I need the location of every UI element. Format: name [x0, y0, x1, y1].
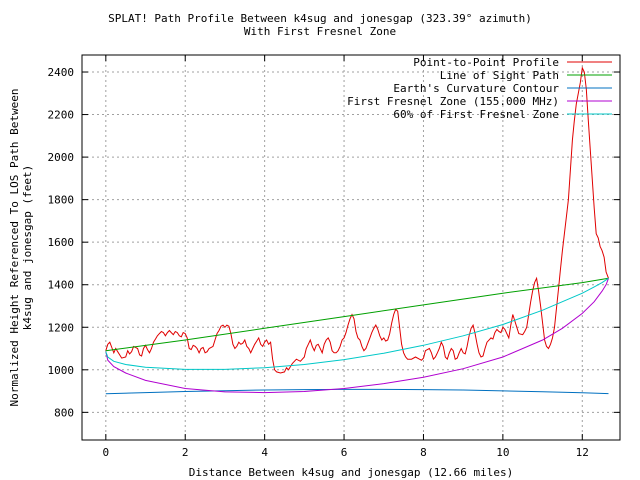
chart-title-line-2: With First Fresnel Zone: [243, 25, 397, 38]
plot-frame: [81, 54, 621, 441]
chart-title-line-1: SPLAT! Path Profile Between k4sug and jo…: [108, 12, 532, 25]
y-axis-title-line-2: k4sug and jonesgap (feet): [21, 165, 34, 331]
series-line-first-fresnel-zone-155-000-mhz: [105, 278, 609, 394]
axis-ticks: 0 2 4 6 8 10 12 800 1000 1200 1400 1600 1800 2000 2200…: [48, 55, 620, 459]
grid: [82, 55, 620, 440]
series-lines: [105, 66, 609, 395]
y-tick-label: 2400: [48, 66, 75, 79]
series-line-60-of-first-fresnel-zone: [105, 277, 609, 370]
legend-label: Earth's Curvature Contour: [393, 82, 559, 95]
legend-label: First Fresnel Zone (155.000 MHz): [347, 95, 559, 108]
y-tick-label: 1800: [48, 194, 75, 207]
y-tick-label: 1600: [48, 236, 75, 249]
y-tick-label: 2000: [48, 151, 75, 164]
x-tick-label: 4: [261, 446, 268, 459]
x-tick-label: 0: [103, 446, 110, 459]
legend-label: 60% of First Fresnel Zone: [393, 108, 559, 121]
series-line-point-to-point-profile: [105, 66, 609, 374]
y-axis-title-line-1: Normalized Height Referenced To LOS Path…: [8, 89, 21, 407]
y-tick-label: 1200: [48, 321, 75, 334]
y-tick-label: 800: [54, 406, 74, 419]
chart-title: SPLAT! Path Profile Between k4sug and jo…: [0, 12, 640, 38]
x-tick-label: 12: [576, 446, 589, 459]
y-tick-label: 1000: [48, 364, 75, 377]
series-line-earth-s-curvature-contour: [105, 388, 609, 395]
x-tick-label: 2: [182, 446, 189, 459]
x-axis-title: Distance Between k4sug and jonesgap (12.…: [189, 466, 514, 479]
legend-label: Line of Sight Path: [440, 69, 559, 82]
series-line-line-of-sight-path: [105, 277, 609, 352]
x-tick-label: 10: [496, 446, 509, 459]
legend-label: Point-to-Point Profile: [413, 56, 559, 69]
x-tick-label: 8: [420, 446, 427, 459]
y-tick-label: 2200: [48, 109, 75, 122]
y-tick-label: 1400: [48, 279, 75, 292]
x-tick-label: 6: [341, 446, 348, 459]
